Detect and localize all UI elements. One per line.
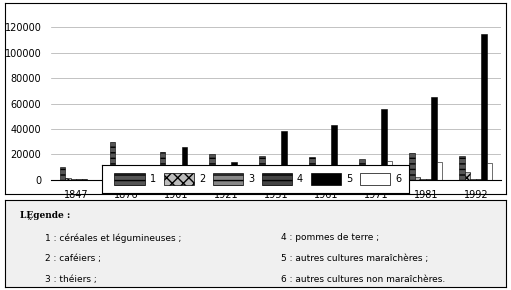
Text: LḚgende :: LḚgende :: [20, 211, 71, 220]
Text: 2: 2: [199, 174, 205, 184]
Text: 2 : caféiers ;: 2 : caféiers ;: [45, 254, 101, 263]
Bar: [226, 179, 231, 180]
Text: 6 : autres cultures non maraîchères.: 6 : autres cultures non maraîchères.: [281, 275, 445, 284]
Bar: [165, 177, 171, 180]
Bar: [282, 131, 287, 180]
Bar: [465, 172, 470, 180]
Bar: [381, 108, 387, 180]
Bar: [131, 179, 137, 180]
FancyBboxPatch shape: [164, 173, 194, 185]
Bar: [115, 179, 121, 180]
Bar: [332, 125, 337, 180]
Bar: [437, 162, 443, 180]
Bar: [270, 179, 276, 180]
Bar: [310, 157, 315, 180]
Bar: [181, 147, 187, 180]
Bar: [215, 177, 220, 180]
Bar: [159, 152, 165, 180]
Text: 5: 5: [346, 174, 352, 184]
Bar: [365, 177, 370, 180]
Text: 1 : céréales et légumineuses ;: 1 : céréales et légumineuses ;: [45, 233, 181, 243]
Text: 4 : pommes de terre ;: 4 : pommes de terre ;: [281, 233, 379, 242]
FancyBboxPatch shape: [311, 173, 341, 185]
Text: 3: 3: [248, 174, 254, 184]
Bar: [260, 156, 265, 180]
Text: 6: 6: [395, 174, 401, 184]
Bar: [220, 178, 226, 180]
Text: 1: 1: [150, 174, 156, 184]
Bar: [76, 179, 82, 180]
Bar: [60, 167, 65, 180]
Bar: [459, 156, 465, 180]
Text: 4: 4: [297, 174, 303, 184]
Bar: [109, 142, 115, 180]
Bar: [387, 161, 392, 180]
Bar: [476, 179, 481, 180]
Text: 3 : théiers ;: 3 : théiers ;: [45, 275, 97, 284]
Bar: [487, 163, 492, 180]
Bar: [71, 179, 76, 180]
Bar: [231, 162, 237, 180]
Bar: [265, 177, 270, 180]
FancyBboxPatch shape: [114, 173, 145, 185]
Bar: [370, 179, 376, 180]
Bar: [415, 177, 421, 180]
Bar: [315, 177, 320, 180]
Bar: [426, 179, 431, 180]
Bar: [409, 153, 415, 180]
Bar: [65, 178, 71, 180]
Bar: [481, 34, 487, 180]
Bar: [326, 179, 332, 180]
Bar: [470, 179, 476, 180]
Bar: [237, 173, 242, 180]
Bar: [82, 179, 87, 180]
Bar: [276, 179, 282, 180]
Text: 5 : autres cultures maraîchères ;: 5 : autres cultures maraîchères ;: [281, 254, 428, 263]
Bar: [287, 176, 292, 180]
Bar: [137, 170, 143, 180]
FancyBboxPatch shape: [360, 173, 390, 185]
Bar: [320, 179, 326, 180]
Bar: [431, 97, 437, 180]
Bar: [171, 179, 176, 180]
FancyBboxPatch shape: [213, 173, 243, 185]
Bar: [210, 154, 215, 180]
Bar: [359, 160, 365, 180]
Bar: [376, 179, 381, 180]
FancyBboxPatch shape: [262, 173, 292, 185]
Bar: [421, 179, 426, 180]
